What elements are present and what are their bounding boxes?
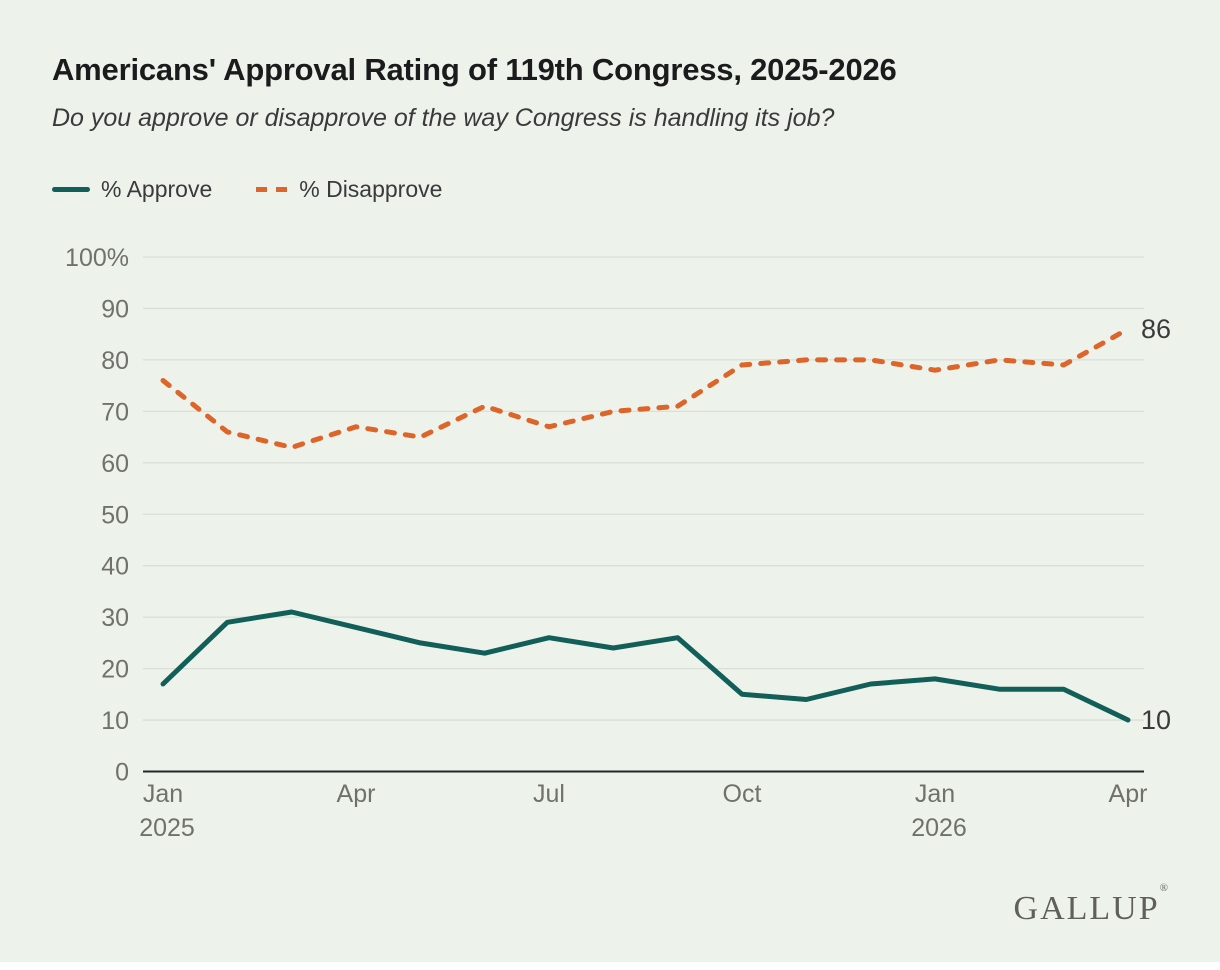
legend-disapprove-label: % Disapprove <box>299 176 443 202</box>
y-tick-label: 0 <box>115 759 129 787</box>
registered-trademark-icon: ® <box>1159 882 1168 894</box>
x-tick-label: Jul <box>533 780 565 808</box>
y-tick-label: 20 <box>101 656 129 684</box>
x-tick-year-label: 2026 <box>911 814 967 842</box>
chart-legend: % Approve % Disapprove <box>52 176 442 203</box>
y-tick-label: 50 <box>101 501 129 529</box>
approve-line-swatch-icon <box>52 187 90 192</box>
legend-item-disapprove: % Disapprove <box>256 176 442 203</box>
x-tick-label: Oct <box>723 780 762 808</box>
x-tick-label: Jan <box>143 780 183 808</box>
approve-line <box>160 609 1131 723</box>
chart-subtitle: Do you approve or disapprove of the way … <box>52 104 835 132</box>
x-tick-label: Jan <box>915 780 955 808</box>
approval-trend-chart: 100% 90 80 70 60 50 40 30 20 10 0 Jan 2025 Apr Jul Oct J… <box>65 244 1171 842</box>
y-tick-label: 70 <box>101 398 129 426</box>
x-tick-label: Apr <box>1109 780 1148 808</box>
legend-approve-label: % Approve <box>101 176 213 202</box>
x-tick-year-label: 2025 <box>139 814 195 842</box>
disapprove-end-value-label: 86 <box>1141 314 1171 344</box>
approve-end-value-label: 10 <box>1141 705 1171 735</box>
gallup-logo-text: GALLUP <box>1013 890 1160 927</box>
y-tick-label: 10 <box>101 707 129 735</box>
gallup-logo: GALLUP® <box>1014 882 1168 928</box>
chart-title: Americans' Approval Rating of 119th Cong… <box>52 52 897 87</box>
disapprove-line-swatch-icon <box>256 187 289 192</box>
y-tick-label: 30 <box>101 604 129 632</box>
x-tick-label: Apr <box>337 780 376 808</box>
y-tick-label: 60 <box>101 450 129 478</box>
y-tick-label: 40 <box>101 553 129 581</box>
legend-item-approve: % Approve <box>52 176 212 203</box>
y-tick-label: 90 <box>101 295 129 323</box>
y-tick-label: 100% <box>65 244 129 272</box>
y-tick-label: 80 <box>101 347 129 375</box>
disapprove-line <box>160 326 1131 450</box>
